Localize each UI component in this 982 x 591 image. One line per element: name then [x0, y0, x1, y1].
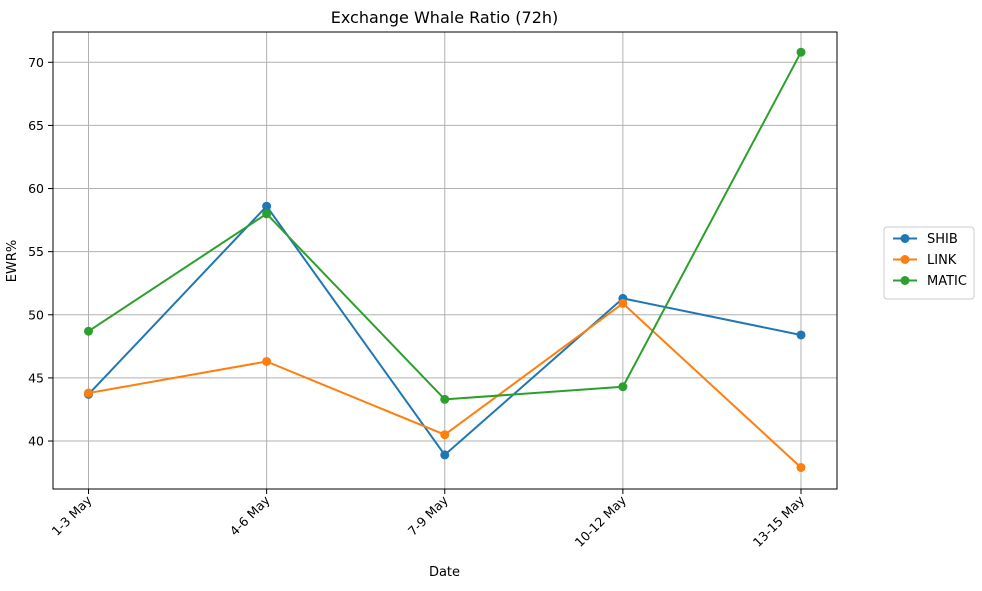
- y-tick-label: 45: [28, 370, 44, 385]
- data-point-link: [84, 388, 93, 398]
- data-point-link: [796, 463, 806, 473]
- legend-swatch-marker: [900, 276, 910, 285]
- y-tick-label: 60: [28, 181, 44, 196]
- legend: SHIB LINK MATIC: [883, 226, 975, 300]
- x-tick-label: 1-3 May: [48, 492, 95, 539]
- series-matic: [84, 47, 806, 404]
- data-point-matic: [262, 209, 272, 219]
- data-point-shib: [796, 330, 806, 340]
- data-point-link: [440, 430, 450, 440]
- data-point-matic: [796, 47, 806, 57]
- y-tick-label: 40: [28, 434, 44, 449]
- legend-item-shib: SHIB: [893, 232, 958, 247]
- x-tick-label: 10-12 May: [572, 492, 630, 550]
- x-tick-label: 7-9 May: [405, 492, 452, 539]
- y-tick-label: 55: [28, 244, 44, 259]
- y-tick-label: 50: [28, 307, 44, 322]
- legend-item-link: LINK: [893, 253, 957, 268]
- data-point-matic: [440, 394, 450, 404]
- data-point-link: [262, 356, 272, 366]
- legend-label: SHIB: [927, 232, 958, 247]
- series-link: [84, 298, 806, 473]
- y-axis-label: EWR%: [5, 240, 20, 282]
- legend-swatch-marker: [900, 255, 910, 264]
- data-point-shib: [440, 450, 450, 460]
- x-tick-label: 13-15 May: [750, 492, 808, 550]
- data-point-matic: [84, 326, 93, 336]
- legend-item-matic: MATIC: [893, 274, 967, 289]
- legend-label: LINK: [927, 253, 957, 268]
- grid: [53, 32, 837, 489]
- y-tick-label: 70: [28, 55, 44, 70]
- y-tick-label: 65: [28, 118, 44, 133]
- legend-swatch-marker: [900, 234, 910, 243]
- x-axis-label: Date: [429, 565, 460, 580]
- plot-frame: [52, 31, 838, 490]
- series-layer: [84, 47, 806, 473]
- data-point-matic: [618, 382, 628, 392]
- x-tick-label: 4-6 May: [227, 492, 274, 539]
- legend-label: MATIC: [927, 274, 967, 289]
- data-point-shib: [262, 201, 272, 211]
- chart-title: Exchange Whale Ratio (72h): [331, 8, 559, 27]
- data-point-link: [618, 298, 628, 308]
